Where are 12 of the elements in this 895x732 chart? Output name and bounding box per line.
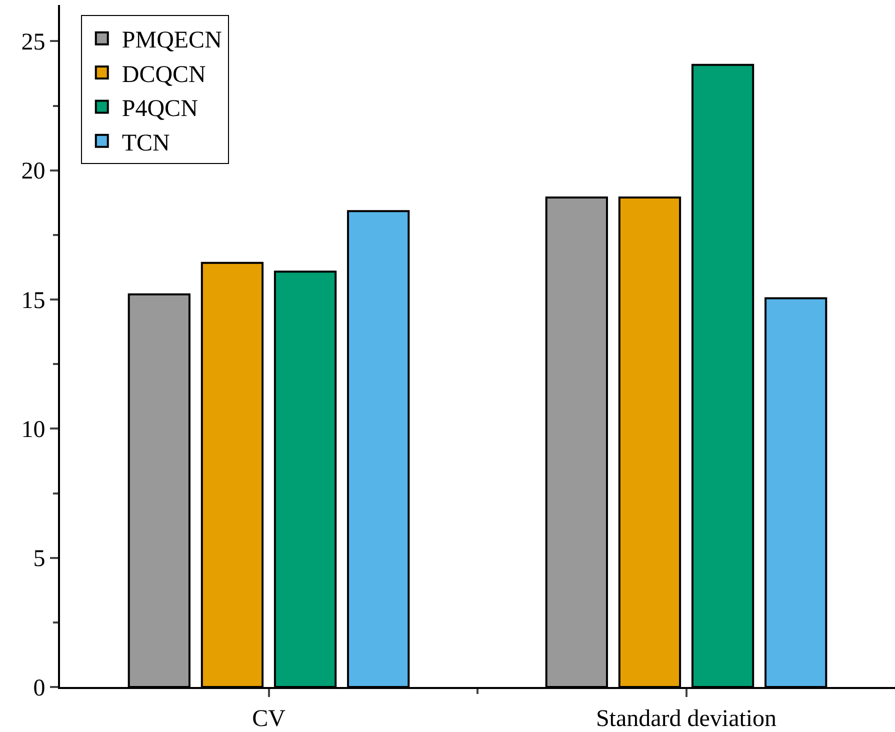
x-tick-label: CV [252, 706, 286, 732]
y-tick-label: 25 [21, 30, 46, 56]
y-tick-label: 20 [21, 158, 46, 185]
y-tick-label: 10 [21, 417, 46, 444]
legend-label: PMQECN [122, 28, 222, 54]
x-tick-label: Standard deviation [596, 706, 777, 732]
legend-label: TCN [122, 130, 170, 156]
legend-label: DCQCN [122, 62, 206, 88]
y-tick-label: 5 [33, 546, 46, 572]
y-tick-label: 15 [21, 288, 46, 314]
legend-label: P4QCN [122, 96, 198, 122]
y-tick-label: 0 [33, 675, 46, 702]
